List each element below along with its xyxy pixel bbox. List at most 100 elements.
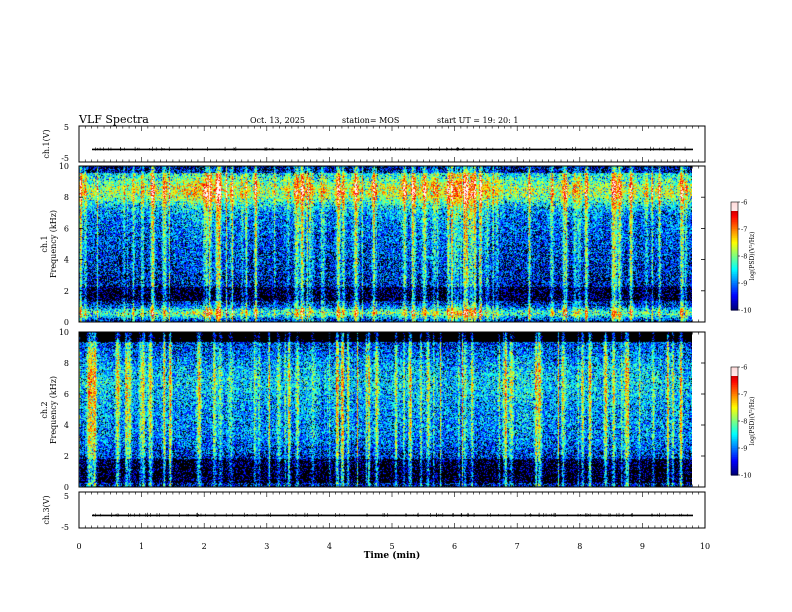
- colorbar-step: [731, 247, 738, 250]
- colorbar-step: [731, 275, 738, 279]
- colorbar-tick-label: -10: [741, 472, 751, 480]
- colorbar-step: [731, 444, 738, 447]
- colorbar-step: [731, 304, 738, 307]
- colorbar-step: [731, 212, 738, 216]
- colorbar-step: [731, 205, 738, 208]
- ch1-spectrogram-panel: ch.1 Frequency (kHz) 0 2 4 6 8 10 -6 -7 -8 -9 -10…: [40, 162, 756, 327]
- colorbar-step: [731, 268, 738, 271]
- colorbar-label: log(PSD)(V²/Hz): [749, 232, 756, 281]
- frequency-tick-label: 10: [59, 328, 69, 337]
- colorbar-step: [731, 448, 738, 451]
- colorbar-tick-label: -8: [741, 253, 747, 261]
- colorbar-step: [731, 449, 738, 453]
- colorbar-step: [731, 466, 738, 469]
- colorbar-step: [731, 368, 738, 372]
- colorbar-step: [731, 460, 738, 463]
- colorbar-tick-label: -9: [741, 445, 747, 453]
- colorbar-step: [731, 288, 738, 291]
- colorbar-step: [731, 265, 738, 268]
- x-tick-label: 7: [515, 542, 520, 551]
- x-axis-ticks: [78, 126, 706, 528]
- colorbar-step: [731, 256, 738, 259]
- ch1-waveform-ytick-bottom: -5: [61, 154, 69, 163]
- colorbar-step: [731, 457, 738, 460]
- colorbar-step: [731, 431, 738, 435]
- colorbar-step: [731, 203, 738, 207]
- colorbar-step: [731, 272, 738, 275]
- colorbar-step: [731, 277, 738, 280]
- colorbar-tick-label: -8: [741, 418, 747, 426]
- frequency-tick-label: 4: [64, 421, 69, 430]
- colorbar-step: [731, 419, 738, 422]
- colorbar-step: [731, 403, 738, 406]
- colorbar-step: [731, 386, 738, 390]
- ch1-waveform-ylabel: ch.1(V): [42, 129, 51, 158]
- colorbar-step: [731, 261, 738, 264]
- colorbar-step: [731, 437, 738, 440]
- colorbar-step: [731, 243, 738, 246]
- colorbar-step: [731, 367, 738, 370]
- colorbar-step: [731, 283, 738, 286]
- colorbar-step: [731, 257, 738, 261]
- colorbar-step: [731, 421, 738, 424]
- colorbar-step: [731, 295, 738, 298]
- colorbar-step: [731, 377, 738, 381]
- colorbar-step: [731, 397, 738, 400]
- frequency-tick-label: 4: [64, 256, 69, 265]
- x-tick-label: 8: [577, 542, 582, 551]
- colorbar-step: [731, 408, 738, 411]
- ch3-waveform-ylabel: ch.3(V): [42, 495, 51, 524]
- colorbar-step: [731, 299, 738, 302]
- colorbar-label: log(PSD)(V²/Hz): [749, 397, 756, 446]
- x-axis-label: Time (min): [364, 550, 421, 561]
- colorbar-step: [731, 417, 738, 420]
- x-tick-label: 2: [202, 542, 207, 551]
- colorbar-step: [731, 453, 738, 456]
- colorbar-tick-label: -6: [741, 199, 747, 207]
- colorbar-step: [731, 259, 738, 262]
- colorbar-step: [731, 290, 738, 293]
- colorbar-step: [731, 370, 738, 373]
- colorbar-tick-label: -7: [741, 226, 747, 234]
- colorbar-step: [731, 308, 738, 311]
- colorbar-step: [731, 381, 738, 384]
- ch3-waveform-trace: [92, 512, 693, 518]
- colorbar-step: [731, 390, 738, 393]
- colorbar-step: [731, 455, 738, 458]
- colorbar-step: [731, 394, 738, 397]
- colorbar-step: [731, 399, 738, 402]
- colorbar-step: [731, 383, 738, 386]
- colorbar-step: [731, 225, 738, 228]
- ch2-spectrogram-panel: ch.2 Frequency (kHz) 0 2 4 6 8 10 -6 -7 -8 -9 -10…: [40, 328, 756, 492]
- colorbar-step: [731, 216, 738, 219]
- colorbar-step: [731, 238, 738, 241]
- date-label: Oct. 13, 2025: [250, 116, 305, 125]
- colorbar-step: [731, 284, 738, 288]
- colorbar-step: [731, 236, 738, 239]
- colorbar-step: [731, 230, 738, 234]
- x-tick-label: 5: [389, 542, 394, 551]
- ch2-colorbar: -6 -7 -8 -9 -10 log(PSD)(V²/Hz): [730, 364, 756, 480]
- colorbar-step: [731, 234, 738, 237]
- frequency-tick-label: 8: [64, 359, 69, 368]
- colorbar-step: [731, 458, 738, 462]
- colorbar-step: [731, 464, 738, 467]
- colorbar-step: [731, 306, 738, 309]
- colorbar-step: [731, 433, 738, 436]
- colorbar-step: [731, 426, 738, 429]
- ch3-waveform-ytick-bottom: -5: [61, 523, 69, 532]
- colorbar-step: [731, 281, 738, 284]
- colorbar-step: [731, 241, 738, 244]
- colorbar-step: [731, 379, 738, 382]
- colorbar-tick-label: -9: [741, 280, 747, 288]
- colorbar-step: [731, 218, 738, 221]
- ch1-spectrogram-channel-label: ch.1: [40, 235, 49, 252]
- colorbar-step: [731, 279, 738, 282]
- colorbar-step: [731, 202, 738, 205]
- colorbar-step: [731, 229, 738, 232]
- colorbar-step: [731, 293, 738, 297]
- ch3-waveform-ytick-top: 5: [64, 492, 69, 501]
- ch1-waveform-trace: [92, 146, 693, 152]
- colorbar-step: [731, 442, 738, 445]
- ch1-colorbar: -6 -7 -8 -9 -10 log(PSD)(V²/Hz): [730, 199, 756, 315]
